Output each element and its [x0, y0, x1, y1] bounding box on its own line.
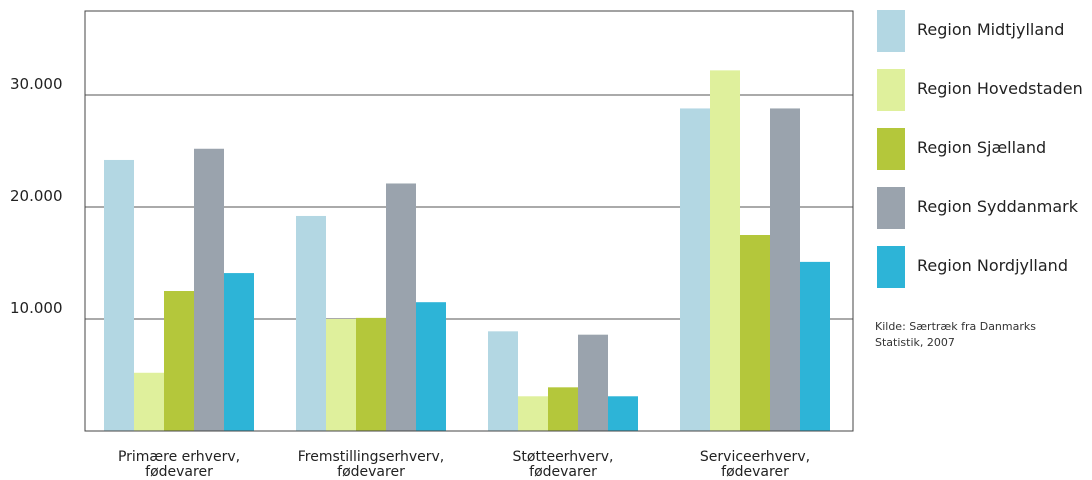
- category-label: Primære erhverv,: [118, 449, 240, 465]
- bar-region-midtjylland-0: [104, 159, 134, 431]
- legend-label: Region Hovedstaden: [917, 79, 1083, 98]
- bar-region-syddanmark-2: [578, 334, 608, 431]
- bar-region-hovedstaden-1: [326, 319, 356, 431]
- legend: Region Midtjylland Region Hovedstaden Regi…: [877, 10, 1089, 305]
- legend-label: Region Syddanmark: [917, 197, 1078, 216]
- bar-region-sjælland-3: [740, 235, 770, 431]
- bar-region-syddanmark-3: [770, 108, 800, 431]
- legend-label: Region Nordjylland: [917, 256, 1068, 275]
- legend-item: Region Hovedstaden: [877, 69, 1089, 111]
- bar-region-midtjylland-2: [488, 331, 518, 431]
- legend-swatch: [877, 246, 905, 288]
- bar-region-nordjylland-3: [800, 261, 830, 431]
- bars: [104, 70, 830, 432]
- legend-item: Region Syddanmark: [877, 187, 1089, 229]
- category-label: fødevarer: [145, 464, 213, 480]
- bar-region-midtjylland-1: [296, 215, 326, 431]
- category-label: fødevarer: [337, 464, 405, 480]
- bar-region-sjælland-0: [164, 291, 194, 431]
- legend-swatch: [877, 187, 905, 229]
- bar-region-syddanmark-0: [194, 148, 224, 431]
- bar-region-sjælland-2: [548, 387, 578, 431]
- category-label: Fremstillingserhverv,: [298, 449, 445, 465]
- legend-label: Region Midtjylland: [917, 20, 1065, 39]
- legend-item: Region Sjælland: [877, 128, 1089, 170]
- category-label: fødevarer: [721, 464, 789, 480]
- legend-swatch: [877, 69, 905, 111]
- bar-region-nordjylland-0: [224, 273, 254, 431]
- plot-frame: [84, 10, 854, 432]
- category-label: fødevarer: [529, 464, 597, 480]
- legend-swatch: [877, 10, 905, 52]
- bar-region-hovedstaden-0: [134, 372, 164, 431]
- bar-region-hovedstaden-2: [518, 396, 548, 431]
- y-tick-label: 10.000: [10, 299, 63, 317]
- legend-label: Region Sjælland: [917, 138, 1047, 157]
- y-tick-labels: 10.000 20.000 30.000: [10, 75, 63, 317]
- source-note: Kilde: Særtræk fra Danmarks Statistik, 2…: [875, 319, 1085, 351]
- legend-item: Region Nordjylland: [877, 246, 1089, 288]
- bar-region-midtjylland-3: [680, 108, 710, 431]
- source-note-line-2: Statistik, 2007: [875, 336, 955, 349]
- legend-item: Region Midtjylland: [877, 10, 1089, 52]
- category-label: Støtteerhverv,: [513, 449, 614, 465]
- y-tick-label: 20.000: [10, 187, 63, 205]
- bar-region-nordjylland-1: [416, 302, 446, 431]
- legend-swatch: [877, 128, 905, 170]
- y-tick-label: 30.000: [10, 75, 63, 93]
- source-note-line-1: Kilde: Særtræk fra Danmarks: [875, 320, 1036, 333]
- bar-region-sjælland-1: [356, 317, 386, 431]
- bar-region-hovedstaden-3: [710, 70, 740, 432]
- bar-region-syddanmark-1: [386, 183, 416, 431]
- category-labels: Primære erhverv,fødevarerFremstillingser…: [118, 449, 810, 480]
- bar-region-nordjylland-2: [608, 396, 638, 431]
- category-label: Serviceerhverv,: [700, 449, 810, 465]
